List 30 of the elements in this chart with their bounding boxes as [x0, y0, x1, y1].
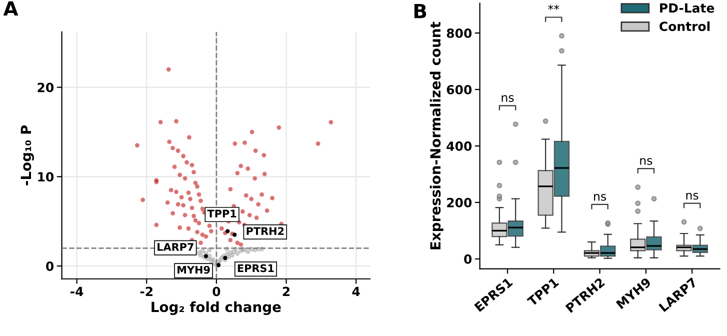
- y-tick-label: 800: [446, 28, 472, 38]
- annotation: PTRH2: [246, 227, 284, 235]
- y-axis-title: Expression-Normalized count: [430, 22, 444, 250]
- x-tick-label: 2: [282, 286, 290, 296]
- y-tick-label: 0: [46, 261, 54, 271]
- annotation: ns: [686, 192, 698, 200]
- x-tick-label: 0: [212, 286, 220, 296]
- x-tick-label: -2: [140, 286, 152, 296]
- x-tick-label: 4: [352, 286, 360, 296]
- annotation: EPRS1: [238, 264, 274, 272]
- y-tick-label: 20: [38, 82, 54, 92]
- chart-title: A: [3, 1, 18, 16]
- annotation: ns: [640, 158, 652, 165]
- y-axis-title: -Log₁₀ P: [20, 125, 34, 186]
- annotation: LARP7: [158, 243, 194, 251]
- chart-title: B: [414, 4, 426, 18]
- annotation: MYH9: [178, 266, 210, 274]
- legend-label: Control: [660, 21, 710, 32]
- y-tick-label: 600: [446, 84, 472, 94]
- x-axis-title: Log₂ fold change: [152, 301, 281, 315]
- y-tick-label: 200: [447, 198, 472, 208]
- y-tick-label: 400: [446, 141, 472, 151]
- annotation: ns: [594, 194, 606, 201]
- legend-label: PD-Late: [660, 3, 714, 13]
- y-tick-label: 0: [464, 254, 472, 264]
- x-tick-label: -4: [70, 286, 84, 296]
- annotation: **: [548, 4, 560, 10]
- annotation: ns: [502, 95, 514, 102]
- annotation: TPP1: [207, 210, 236, 218]
- y-tick-label: 10: [38, 172, 54, 182]
